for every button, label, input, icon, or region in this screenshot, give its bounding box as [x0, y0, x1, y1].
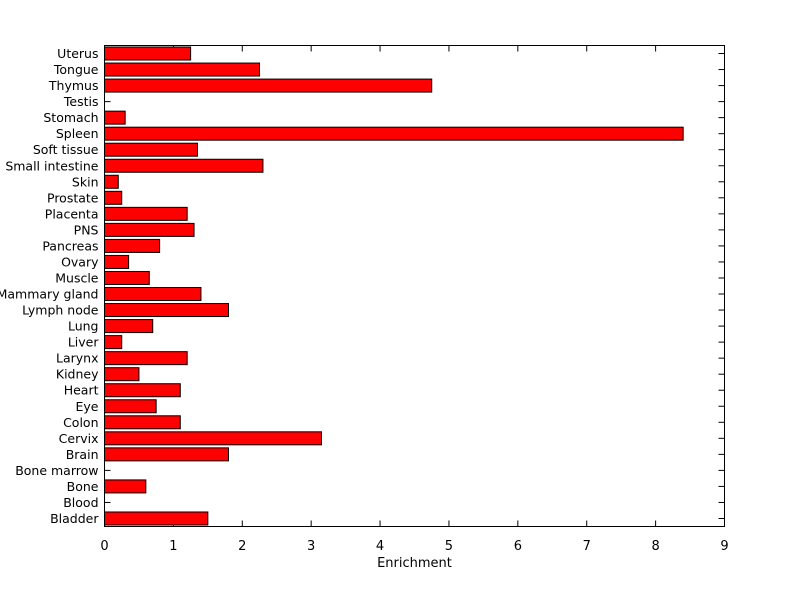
category-label-spleen: Spleen [56, 126, 99, 141]
bar-uterus [104, 46, 192, 61]
category-label-prostate: Prostate [47, 190, 99, 205]
x-tick-label-1: 1 [169, 539, 177, 554]
bar-muscle [104, 270, 150, 285]
bar-lung [104, 319, 154, 334]
category-label-thymus: Thymus [48, 78, 99, 93]
category-label-lymph-node: Lymph node [22, 303, 99, 318]
bar-lymph-node [104, 303, 229, 318]
bar-spleen [104, 126, 684, 141]
bar-heart [104, 383, 181, 398]
bar-thymus [104, 78, 433, 93]
category-label-pancreas: Pancreas [42, 238, 98, 253]
category-label-bladder: Bladder [50, 511, 99, 526]
x-tick-label-6: 6 [514, 539, 522, 554]
bar-pns [104, 222, 195, 237]
category-label-pns: PNS [74, 222, 99, 237]
category-label-heart: Heart [64, 383, 99, 398]
bar-stomach [104, 110, 126, 125]
bar-ovary [104, 254, 130, 269]
category-label-blood: Blood [63, 495, 98, 510]
category-label-lung: Lung [68, 319, 99, 334]
bar-pancreas [104, 238, 161, 253]
bar-kidney [104, 367, 140, 382]
category-label-tongue: Tongue [53, 62, 99, 77]
bar-mammary-gland [104, 287, 202, 302]
x-tick-label-3: 3 [307, 539, 315, 554]
category-label-mammary-gland: Mammary gland [0, 287, 99, 302]
bar-liver [104, 335, 123, 350]
bar-placenta [104, 206, 188, 221]
x-tick-label-7: 7 [583, 539, 591, 554]
x-axis-label: Enrichment [377, 556, 452, 571]
x-tick-label-8: 8 [651, 539, 659, 554]
category-label-skin: Skin [72, 174, 99, 189]
category-label-kidney: Kidney [56, 367, 99, 382]
category-label-eye: Eye [76, 399, 99, 414]
category-label-brain: Brain [66, 447, 99, 462]
bar-eye [104, 399, 157, 414]
bar-colon [104, 415, 181, 430]
category-label-colon: Colon [63, 415, 98, 430]
bar-brain [104, 447, 229, 462]
bar-small-intestine [104, 158, 264, 173]
bar-bone [104, 479, 147, 494]
bar-cervix [104, 431, 322, 446]
x-tick-label-2: 2 [238, 539, 246, 554]
category-label-testis: Testis [63, 94, 99, 109]
x-tick-label-0: 0 [100, 539, 108, 554]
x-tick-label-4: 4 [376, 539, 384, 554]
x-tick-label-9: 9 [720, 539, 728, 554]
category-label-bone: Bone [67, 479, 99, 494]
category-label-muscle: Muscle [55, 270, 99, 285]
category-label-ovary: Ovary [61, 254, 99, 269]
category-label-soft-tissue: Soft tissue [33, 142, 99, 157]
bar-prostate [104, 190, 123, 205]
x-tick-label-5: 5 [445, 539, 453, 554]
category-label-larynx: Larynx [56, 351, 98, 366]
bar-tongue [104, 62, 260, 77]
bar-bladder [104, 511, 209, 526]
bar-larynx [104, 351, 188, 366]
category-label-uterus: Uterus [57, 46, 98, 61]
category-label-placenta: Placenta [45, 206, 99, 221]
category-label-liver: Liver [68, 335, 100, 350]
category-label-bone-marrow: Bone marrow [15, 463, 98, 478]
category-label-small-intestine: Small intestine [5, 158, 98, 173]
plot-box [104, 45, 725, 527]
category-label-stomach: Stomach [43, 110, 98, 125]
bar-soft-tissue [104, 142, 198, 157]
category-label-cervix: Cervix [59, 431, 99, 446]
bar-skin [104, 174, 119, 189]
